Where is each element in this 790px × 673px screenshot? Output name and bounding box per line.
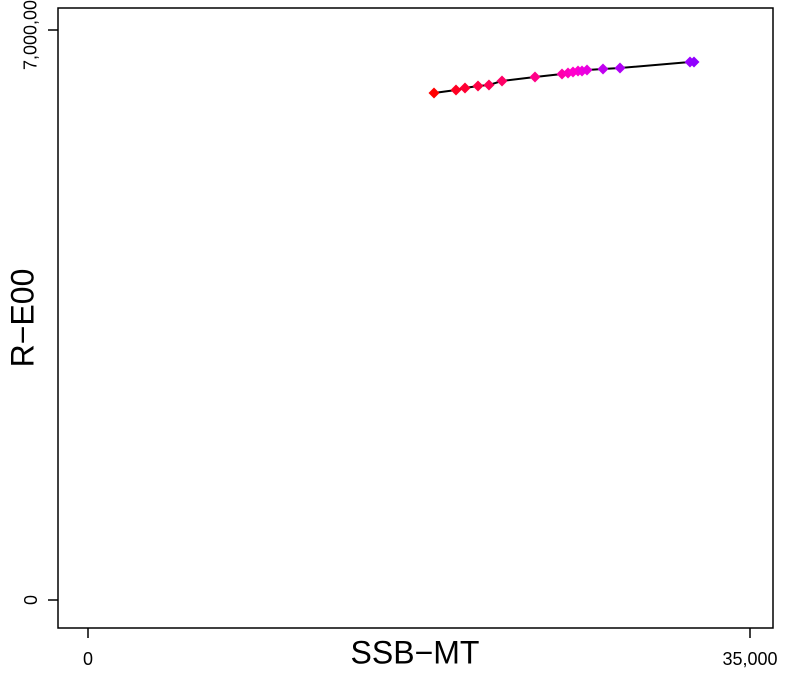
point [496, 75, 508, 87]
point [483, 79, 495, 91]
point [529, 71, 541, 83]
point [472, 80, 484, 92]
point [597, 63, 609, 75]
y-tick-label: 0 [21, 595, 41, 605]
y-tick-label: 7,000,000 [21, 0, 41, 70]
x-axis-title: SSB−MT [351, 634, 480, 670]
x-tick-label: 0 [83, 649, 93, 669]
point [450, 84, 462, 96]
plot-box [57, 7, 774, 629]
line [433, 61, 694, 95]
point [614, 62, 626, 74]
point [428, 87, 440, 99]
y-axis-title: R−E00 [4, 269, 40, 368]
point [688, 56, 700, 68]
point [459, 82, 471, 94]
point [581, 64, 593, 76]
x-tick-label: 35,000 [722, 649, 777, 669]
